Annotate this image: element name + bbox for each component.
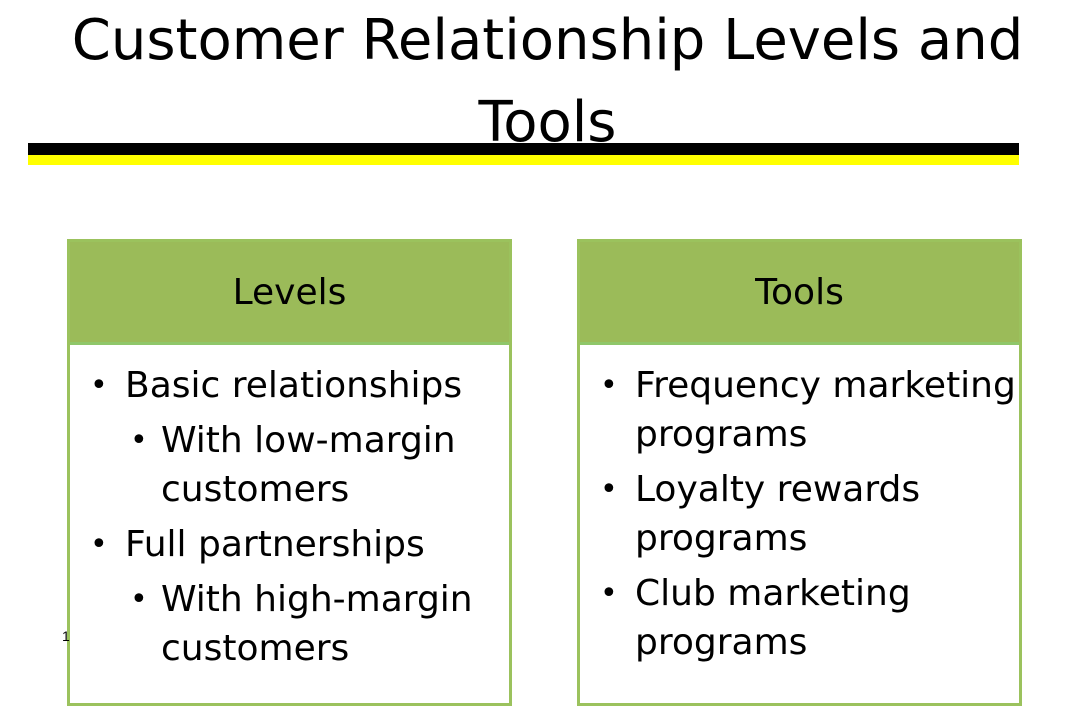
tools-box: Tools • Frequency marketing programs • L… — [577, 239, 1022, 706]
list-item-label: Club marketing programs — [635, 573, 911, 663]
sub-list: • With low-margin customers — [125, 416, 509, 514]
sub-list-item-label: With low-margin customers — [161, 420, 456, 510]
sub-list-item: • With low-margin customers — [125, 416, 509, 514]
list-item-label: Full partnerships — [125, 524, 425, 565]
bullet-icon: • — [90, 368, 108, 403]
tools-list: • Frequency marketing programs • Loyalty… — [580, 345, 1019, 667]
slide-title: Customer Relationship Levels and Tools — [71, 8, 1024, 155]
list-item-label: Basic relationships — [125, 365, 463, 406]
list-item-label: Frequency marketing programs — [635, 365, 1016, 455]
title-underline-yellow — [28, 155, 1019, 165]
list-item-label: Loyalty rewards programs — [635, 469, 921, 559]
bullet-icon: • — [130, 423, 148, 458]
sub-list: • With high-margin customers — [125, 575, 509, 673]
bullet-icon: • — [130, 582, 148, 617]
list-item: • Loyalty rewards programs — [580, 465, 1019, 563]
bullet-icon: • — [90, 527, 108, 562]
page-number: 1 — [62, 628, 70, 644]
list-item: • Basic relationships • With low-margin … — [70, 361, 509, 514]
levels-list: • Basic relationships • With low-margin … — [70, 345, 509, 673]
sub-list-item: • With high-margin customers — [125, 575, 509, 673]
sub-list-item-label: With high-margin customers — [161, 579, 473, 669]
list-item: • Frequency marketing programs — [580, 361, 1019, 459]
list-item: • Club marketing programs — [580, 569, 1019, 667]
levels-box: Levels • Basic relationships • With low-… — [67, 239, 512, 706]
levels-header: Levels — [70, 242, 509, 345]
bullet-icon: • — [600, 368, 618, 403]
title-underline-black — [28, 143, 1019, 155]
bullet-icon: • — [600, 472, 618, 507]
bullet-icon: • — [600, 576, 618, 611]
list-item: • Full partnerships • With high-margin c… — [70, 520, 509, 673]
tools-header: Tools — [580, 242, 1019, 345]
